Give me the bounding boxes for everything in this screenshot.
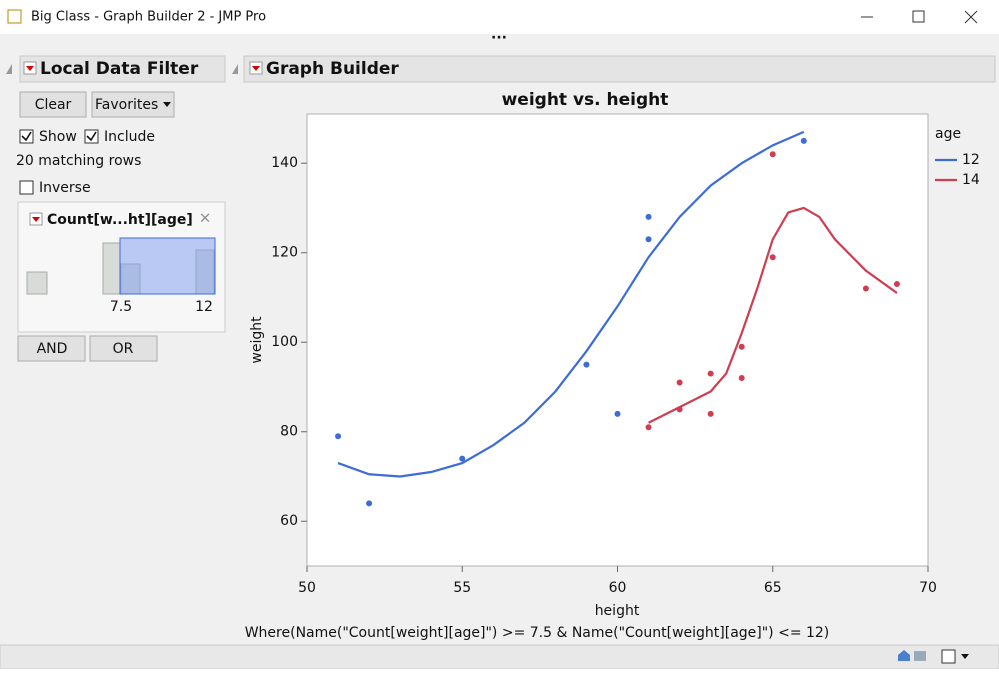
point <box>459 455 466 462</box>
point <box>366 500 373 507</box>
status-arrow[interactable] <box>961 654 969 659</box>
histogram-bar <box>102 242 121 295</box>
point <box>676 406 683 413</box>
menu-arrow <box>26 66 34 71</box>
plot-area <box>306 113 929 567</box>
menu-arrow <box>252 66 260 71</box>
x-axis-title: height <box>595 603 640 619</box>
disclosure[interactable] <box>232 64 238 74</box>
inverse-label: Inverse <box>39 180 91 196</box>
point <box>893 281 900 288</box>
dropdown-arrow <box>163 102 171 107</box>
x-tick-label: 50 <box>298 580 316 596</box>
matching-rows: 20 matching rows <box>16 153 141 169</box>
y-tick-label: 80 <box>280 424 298 440</box>
show-label: Show <box>39 129 77 145</box>
where-clause: Where(Name("Count[weight][age]") >= 7.5 … <box>245 625 830 641</box>
legend-label: 14 <box>962 172 980 188</box>
splitter-dots[interactable]: ··· <box>491 30 507 46</box>
filter-item-title: Count[w...ht][age] <box>47 212 193 228</box>
close[interactable] <box>964 10 978 24</box>
y-tick-label: 140 <box>271 155 298 171</box>
and-button[interactable] <box>17 335 86 362</box>
clear-button[interactable] <box>19 91 87 118</box>
x-tick-label: 70 <box>919 580 937 596</box>
or-label: OR <box>113 341 134 357</box>
x-tick-label: 60 <box>609 580 627 596</box>
y-tick-label: 120 <box>271 245 298 261</box>
remove-item[interactable]: × <box>199 209 212 227</box>
point <box>707 410 714 417</box>
point <box>738 375 745 382</box>
inverse-checkbox[interactable] <box>19 180 34 195</box>
point <box>800 137 807 144</box>
y-tick-label: 100 <box>271 334 298 350</box>
histogram-bar <box>26 271 48 295</box>
y-axis-title: weight <box>249 316 265 364</box>
x-tick-label: 65 <box>764 580 782 596</box>
check <box>86 131 97 142</box>
status-checkbox[interactable] <box>941 649 956 664</box>
point <box>583 361 590 368</box>
point <box>738 343 745 350</box>
point <box>645 213 652 220</box>
chart-title: weight vs. height <box>502 90 669 110</box>
title-bar <box>0 0 999 34</box>
point <box>645 236 652 243</box>
status-bar <box>0 644 999 670</box>
filter-header: Local Data Filter <box>40 59 199 79</box>
panel-header <box>19 55 226 83</box>
chart: 50 55 60 65 70 60 80 100 120 140 12 14 <box>271 130 980 596</box>
point <box>862 285 869 292</box>
legend-label: 12 <box>962 152 980 168</box>
point <box>645 424 652 431</box>
smoother-line <box>648 206 898 424</box>
maximize[interactable] <box>912 10 925 23</box>
panel-header <box>243 55 996 83</box>
disclosure[interactable] <box>6 64 12 74</box>
smoother-line <box>337 130 805 478</box>
favorites-label: Favorites <box>95 97 158 113</box>
and-label: AND <box>37 341 68 357</box>
table-icon[interactable] <box>914 651 926 661</box>
point <box>614 410 621 417</box>
graph-header: Graph Builder <box>266 59 399 79</box>
clear-label: Clear <box>35 97 72 113</box>
point <box>335 433 342 440</box>
home-icon[interactable] <box>898 650 910 661</box>
app-icon <box>7 9 22 24</box>
y-tick-label: 60 <box>280 513 298 529</box>
window-title: Big Class - Graph Builder 2 - JMP Pro <box>31 10 266 25</box>
favorites-button[interactable] <box>91 91 175 118</box>
range-low: 7.5 <box>110 299 132 315</box>
point <box>707 370 714 377</box>
include-label: Include <box>104 129 155 145</box>
x-tick-label: 55 <box>453 580 471 596</box>
range-high: 12 <box>195 299 213 315</box>
check <box>21 131 32 142</box>
or-button[interactable] <box>89 335 158 362</box>
point <box>769 254 776 261</box>
menu-arrow <box>32 217 40 222</box>
legend-title: age <box>935 126 961 142</box>
point <box>676 379 683 386</box>
point <box>769 151 776 158</box>
selection-range[interactable] <box>119 237 216 295</box>
